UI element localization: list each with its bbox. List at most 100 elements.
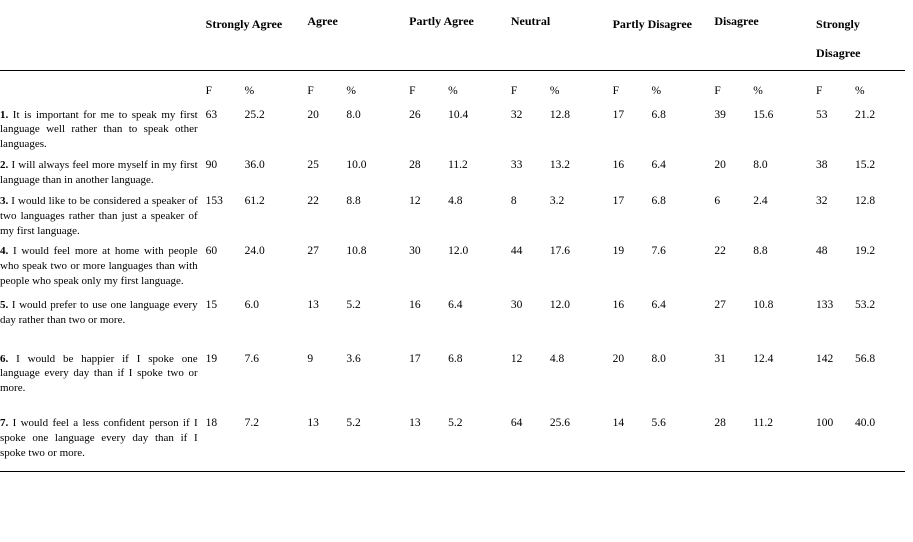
freq-cell: 14: [613, 410, 652, 471]
freq-cell: 44: [511, 241, 550, 292]
statement-number: 7.: [0, 417, 8, 429]
gap-cell: [498, 292, 511, 342]
gap-cell: [701, 191, 714, 242]
gap-cell: [498, 105, 511, 156]
pct-cell: 12.4: [753, 342, 803, 411]
freq-cell: 13: [307, 292, 346, 342]
statement-number: 6.: [0, 353, 8, 365]
gap-cell: [701, 105, 714, 156]
freq-cell: 30: [409, 241, 448, 292]
gap-cell: [498, 241, 511, 292]
freq-cell: 27: [714, 292, 753, 342]
pct-cell: 61.2: [245, 191, 295, 242]
pct-cell: 5.2: [346, 292, 396, 342]
gap-cell: [600, 292, 613, 342]
gap-cell: [294, 410, 307, 471]
col-disagree: Disagree: [714, 4, 816, 70]
pct-cell: 6.4: [448, 292, 498, 342]
pct-cell: 5.2: [448, 410, 498, 471]
freq-cell: 142: [816, 342, 855, 411]
freq-cell: 64: [511, 410, 550, 471]
pct-cell: 7.2: [245, 410, 295, 471]
freq-cell: 6: [714, 191, 753, 242]
statement-number: 5.: [0, 299, 8, 311]
col-partly-disagree: Partly Disagree: [613, 4, 715, 70]
pct-cell: 24.0: [245, 241, 295, 292]
pct-cell: 11.2: [448, 155, 498, 191]
gap-cell: [803, 410, 816, 471]
freq-cell: 28: [409, 155, 448, 191]
gap-cell: [294, 241, 307, 292]
pct-cell: 6.8: [652, 105, 702, 156]
sub-p: %: [245, 70, 295, 105]
freq-cell: 32: [816, 191, 855, 242]
statement-cell: 2. I will always feel more myself in my …: [0, 155, 206, 191]
gap-cell: [396, 155, 409, 191]
gap-cell: [701, 410, 714, 471]
pct-cell: 10.8: [753, 292, 803, 342]
pct-cell: 56.8: [855, 342, 905, 411]
statement-number: 3.: [0, 195, 8, 207]
sub-f: F: [714, 70, 753, 105]
gap-cell: [396, 342, 409, 411]
pct-cell: 8.8: [346, 191, 396, 242]
pct-cell: 25.6: [550, 410, 600, 471]
sub-f: F: [511, 70, 550, 105]
freq-cell: 18: [206, 410, 245, 471]
pct-cell: 21.2: [855, 105, 905, 156]
pct-cell: 6.4: [652, 155, 702, 191]
freq-cell: 27: [307, 241, 346, 292]
sub-f: F: [307, 70, 346, 105]
sub-f: F: [816, 70, 855, 105]
freq-cell: 25: [307, 155, 346, 191]
col-strongly-disagree: Strongly Disagree: [816, 4, 905, 70]
pct-cell: 6.8: [652, 191, 702, 242]
statement-text: I would like to be considered a speaker …: [0, 195, 198, 237]
sub-f: F: [206, 70, 245, 105]
gap-cell: [294, 342, 307, 411]
freq-cell: 90: [206, 155, 245, 191]
freq-cell: 38: [816, 155, 855, 191]
freq-cell: 13: [409, 410, 448, 471]
table-container: Strongly Agree Agree Partly Agree Neutra…: [0, 0, 913, 476]
pct-cell: 12.8: [550, 105, 600, 156]
statement-cell: 7. I would feel a less confident person …: [0, 410, 206, 471]
sub-f: F: [613, 70, 652, 105]
freq-cell: 16: [613, 292, 652, 342]
gap-cell: [701, 342, 714, 411]
pct-cell: 10.8: [346, 241, 396, 292]
freq-cell: 16: [613, 155, 652, 191]
freq-cell: 20: [613, 342, 652, 411]
sub-p: %: [346, 70, 396, 105]
gap-cell: [294, 155, 307, 191]
gap-cell: [294, 105, 307, 156]
table-row: 7. I would feel a less confident person …: [0, 410, 905, 471]
gap-cell: [498, 410, 511, 471]
statement-text: I would feel a less confident person if …: [0, 417, 198, 459]
gap-cell: [803, 292, 816, 342]
gap-cell: [600, 342, 613, 411]
sub-p: %: [550, 70, 600, 105]
gap-cell: [701, 155, 714, 191]
table-row: 1. It is important for me to speak my fi…: [0, 105, 905, 156]
freq-cell: 32: [511, 105, 550, 156]
freq-cell: 12: [511, 342, 550, 411]
pct-cell: 15.2: [855, 155, 905, 191]
pct-cell: 8.8: [753, 241, 803, 292]
gap-cell: [600, 241, 613, 292]
statement-text: I would be happier if I spoke one langua…: [0, 353, 198, 395]
pct-cell: 13.2: [550, 155, 600, 191]
pct-cell: 12.8: [855, 191, 905, 242]
gap-cell: [600, 410, 613, 471]
freq-cell: 19: [206, 342, 245, 411]
freq-cell: 63: [206, 105, 245, 156]
gap-cell: [396, 191, 409, 242]
freq-cell: 22: [714, 241, 753, 292]
pct-cell: 3.6: [346, 342, 396, 411]
freq-cell: 17: [613, 191, 652, 242]
gap-cell: [803, 191, 816, 242]
freq-cell: 22: [307, 191, 346, 242]
statement-cell: 4. I would feel more at home with people…: [0, 241, 206, 292]
col-strongly-agree: Strongly Agree: [206, 4, 308, 70]
freq-cell: 28: [714, 410, 753, 471]
